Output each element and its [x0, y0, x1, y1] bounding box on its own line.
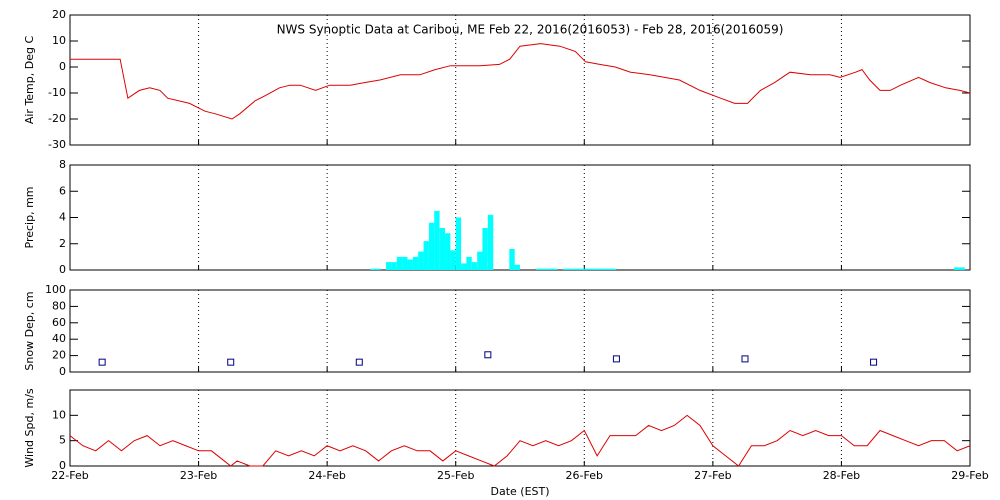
y-tick-label: 10 — [52, 408, 66, 421]
y-tick-label: 20 — [52, 349, 66, 362]
bar — [594, 268, 601, 270]
bar — [605, 268, 612, 270]
bar — [573, 268, 579, 270]
data-line — [69, 414, 971, 467]
bar — [568, 268, 574, 270]
point — [612, 355, 620, 363]
y-tick-label: 100 — [45, 283, 66, 296]
bar — [552, 268, 558, 270]
bar — [428, 222, 435, 270]
y-tick-label: 2 — [59, 237, 66, 250]
bar — [369, 268, 376, 270]
x-axis-label: Date (EST) — [490, 485, 549, 498]
y-tick-label: 0 — [59, 60, 66, 73]
bar — [514, 264, 520, 270]
bar — [375, 268, 381, 270]
y-tick-label: 80 — [52, 299, 66, 312]
y-tick-label: 10 — [52, 34, 66, 47]
bar — [509, 249, 515, 270]
x-tick-label: 22-Feb — [51, 469, 88, 482]
bar — [412, 256, 419, 270]
bar — [461, 263, 467, 270]
bar — [466, 256, 472, 270]
bar — [418, 251, 424, 270]
y-tick-label: -10 — [48, 86, 66, 99]
bar — [600, 268, 606, 270]
x-tick-label: 25-Feb — [437, 469, 474, 482]
point — [98, 358, 106, 366]
bar — [546, 268, 553, 270]
x-tick-label: 26-Feb — [566, 469, 603, 482]
bar — [584, 268, 590, 270]
y-tick-label: -20 — [48, 112, 66, 125]
plot-frame — [69, 389, 971, 467]
y-tick-label: 6 — [59, 184, 66, 197]
bar — [487, 214, 494, 270]
x-tick-label: 23-Feb — [180, 469, 217, 482]
bar — [434, 210, 440, 270]
bar — [439, 228, 445, 270]
plot-frame — [69, 289, 971, 373]
bar — [541, 268, 547, 270]
y-tick-label: 40 — [52, 332, 66, 345]
bar — [482, 228, 488, 270]
point — [870, 358, 878, 366]
bar — [423, 241, 429, 270]
bar — [959, 267, 965, 270]
point — [484, 351, 492, 359]
bar — [450, 250, 456, 270]
y-tick-label: 0 — [59, 459, 66, 472]
point — [227, 358, 235, 366]
point — [355, 358, 363, 366]
bar — [391, 262, 397, 270]
y-tick-label: 5 — [59, 434, 66, 447]
bar — [396, 256, 403, 270]
bar — [611, 268, 617, 270]
y-axis-label: Wind Spd, m/s — [23, 388, 36, 468]
bar — [471, 262, 478, 270]
y-tick-label: 8 — [59, 158, 66, 171]
data-line — [70, 43, 971, 120]
y-axis-label: Air Temp, Deg C — [23, 36, 36, 125]
bar — [477, 251, 483, 270]
bar — [578, 268, 585, 270]
bar — [455, 217, 462, 270]
y-tick-label: 4 — [59, 211, 66, 224]
y-tick-label: 0 — [59, 263, 66, 276]
bar — [407, 259, 413, 270]
y-tick-label: 60 — [52, 316, 66, 329]
point — [741, 355, 749, 363]
x-tick-label: 29-Feb — [951, 469, 988, 482]
x-tick-label: 24-Feb — [308, 469, 345, 482]
bar — [536, 268, 542, 270]
plot-frame — [69, 164, 971, 271]
bar — [562, 268, 569, 270]
x-tick-label: 28-Feb — [823, 469, 860, 482]
bar — [445, 233, 451, 270]
chart-title: NWS Synoptic Data at Caribou, ME Feb 22,… — [277, 23, 784, 37]
bar — [589, 268, 596, 270]
y-axis-label: Snow Dep, cm — [23, 291, 36, 370]
y-axis-label: Precip, mm — [23, 187, 36, 249]
bar — [386, 262, 392, 270]
y-tick-label: -30 — [48, 138, 66, 151]
y-tick-label: 20 — [52, 8, 66, 21]
bar — [953, 267, 960, 270]
x-tick-label: 27-Feb — [694, 469, 731, 482]
y-tick-label: 0 — [59, 365, 66, 378]
bar — [402, 256, 408, 270]
